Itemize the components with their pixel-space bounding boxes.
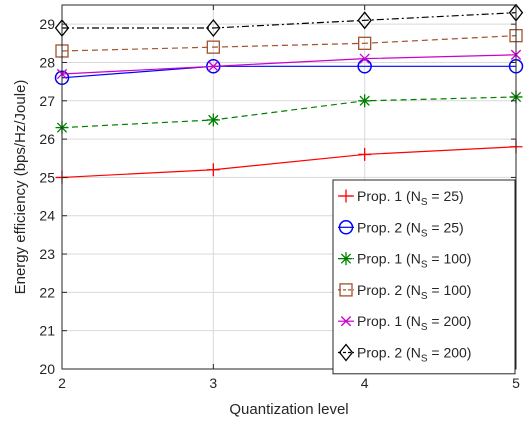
legend-marker — [338, 343, 354, 362]
legend-label-name: Prop. 2 (N — [357, 219, 421, 235]
data-point — [206, 18, 221, 38]
series-line — [61, 35, 517, 52]
x-tick-label: 2 — [58, 375, 66, 391]
series-line — [61, 65, 516, 79]
legend-label-name: Prop. 2 (N — [357, 282, 421, 298]
legend-label-subscript: S — [421, 354, 428, 365]
y-tick-label: 25 — [39, 169, 55, 185]
legend-label-name: Prop. 1 (N — [357, 188, 421, 204]
series-line — [61, 146, 517, 179]
legend-label: Prop. 1 (NS = 200) — [357, 313, 471, 333]
legend-label: Prop. 1 (NS = 25) — [357, 188, 464, 208]
legend-label-value: = 25) — [427, 188, 463, 204]
legend-item: Prop. 1 (NS = 200) — [338, 313, 471, 333]
y-tick-label: 20 — [39, 361, 55, 377]
data-point — [206, 40, 220, 54]
legend-marker — [339, 252, 353, 266]
legend-label-subscript: S — [421, 260, 428, 271]
legend-item: Prop. 1 (NS = 100) — [338, 251, 471, 271]
legend-label: Prop. 2 (NS = 200) — [357, 345, 471, 365]
x-tick-label: 5 — [512, 375, 520, 391]
legend-marker — [340, 316, 352, 327]
data-point — [357, 11, 372, 30]
legend-box — [332, 179, 516, 375]
legend-label: Prop. 1 (NS = 100) — [357, 251, 471, 271]
legend-marker — [339, 283, 353, 297]
x-tick-label: 4 — [361, 375, 369, 391]
legend-label: Prop. 2 (NS = 100) — [357, 282, 471, 302]
legend-item: Prop. 2 (NS = 200) — [338, 343, 471, 365]
legend-marker — [339, 189, 353, 203]
legend-item: Prop. 2 (NS = 25) — [338, 219, 464, 239]
data-point — [358, 147, 372, 161]
series-line — [62, 12, 517, 29]
series-5 — [56, 49, 522, 80]
legend-label-name: Prop. 1 (N — [357, 251, 421, 267]
legend-label-name: Prop. 1 (N — [357, 313, 421, 329]
legend-marker — [338, 220, 354, 235]
data-point — [357, 59, 372, 74]
legend: Prop. 1 (NS = 25)Prop. 2 (NS = 25)Prop. … — [332, 179, 516, 375]
data-point — [206, 113, 220, 127]
y-tick-label: 23 — [39, 246, 55, 262]
legend-label-value: = 25) — [427, 219, 463, 235]
plot-frame — [61, 4, 517, 370]
y-tick-label: 24 — [39, 208, 55, 224]
data-point — [208, 61, 219, 72]
legend-label-value: = 200) — [427, 345, 471, 361]
data-point — [358, 36, 372, 50]
y-tick-label: 22 — [39, 284, 55, 300]
series-6 — [54, 3, 524, 38]
series-line — [61, 96, 517, 129]
legend-label-value: = 100) — [427, 282, 471, 298]
legend-label-subscript: S — [421, 291, 428, 302]
y-tick-label: 26 — [39, 131, 55, 147]
legend-label: Prop. 2 (NS = 25) — [357, 219, 464, 239]
legend-label-value: = 100) — [427, 251, 471, 267]
y-tick-label: 28 — [39, 54, 55, 70]
legend-item: Prop. 1 (NS = 25) — [338, 188, 464, 208]
y-tick-label: 21 — [39, 323, 55, 339]
y-tick-label: 27 — [39, 93, 55, 109]
legend-label-name: Prop. 2 (N — [357, 345, 421, 361]
data-point — [359, 53, 370, 64]
legend-label-value: = 200) — [427, 313, 471, 329]
y-tick-label: 29 — [39, 16, 55, 32]
legend-label-subscript: S — [421, 322, 428, 333]
y-axis-title: Energy efficiency (bps/Hz/Joule) — [12, 80, 29, 295]
x-tick-label: 3 — [209, 375, 217, 391]
x-axis-title: Quantization level — [229, 401, 348, 418]
legend-label-subscript: S — [421, 197, 428, 208]
legend-label-subscript: S — [421, 228, 428, 239]
data-point — [206, 163, 220, 177]
legend-item: Prop. 2 (NS = 100) — [338, 282, 471, 302]
series-line — [61, 54, 517, 75]
data-point — [358, 94, 372, 108]
